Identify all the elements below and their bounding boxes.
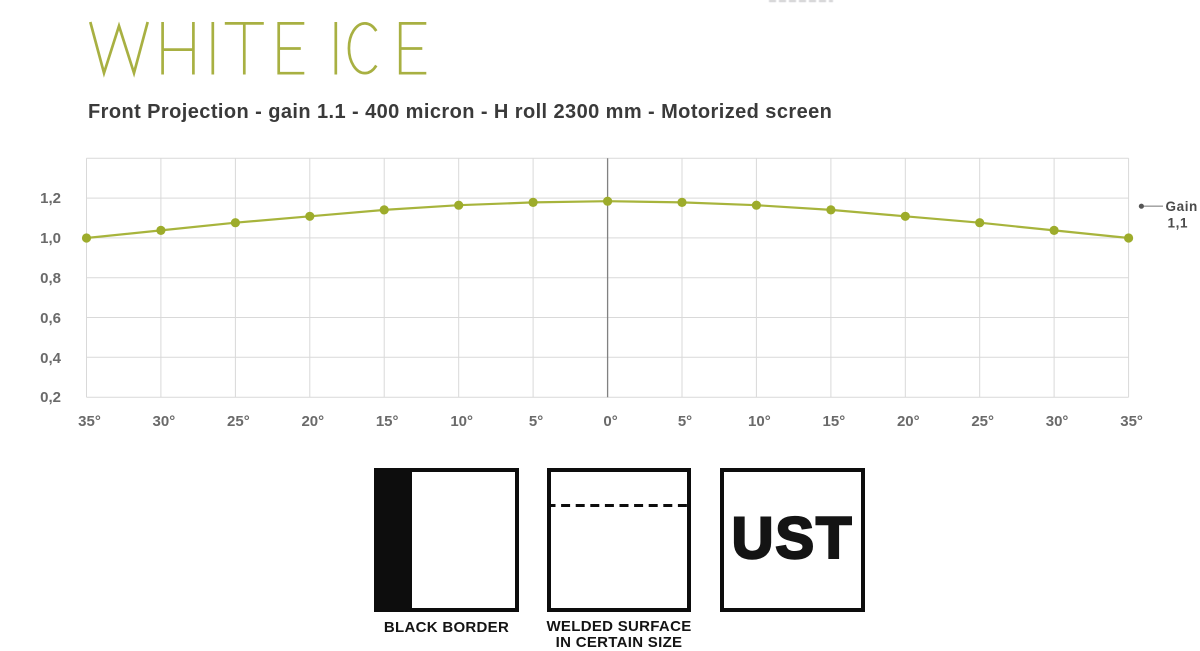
- svg-text:30°: 30°: [1046, 413, 1069, 430]
- svg-text:20°: 20°: [897, 413, 920, 430]
- svg-text:35°: 35°: [1120, 413, 1143, 430]
- svg-text:25°: 25°: [227, 413, 250, 430]
- svg-text:0,4: 0,4: [40, 350, 62, 367]
- svg-text:1,0: 1,0: [40, 230, 61, 247]
- svg-text:25°: 25°: [971, 413, 994, 430]
- svg-text:15°: 15°: [376, 413, 399, 430]
- svg-text:Gain: Gain: [1166, 199, 1198, 214]
- svg-text:0,6: 0,6: [40, 310, 61, 327]
- svg-text:10°: 10°: [748, 413, 771, 430]
- svg-text:0,2: 0,2: [40, 389, 61, 406]
- svg-text:30°: 30°: [153, 413, 176, 430]
- svg-text:15°: 15°: [823, 413, 846, 430]
- svg-text:20°: 20°: [301, 413, 324, 430]
- svg-text:0,8: 0,8: [40, 270, 61, 287]
- svg-text:0°: 0°: [603, 413, 617, 430]
- svg-text:5°: 5°: [678, 413, 692, 430]
- svg-text:5°: 5°: [529, 413, 543, 430]
- svg-text:35°: 35°: [78, 413, 101, 430]
- svg-text:1,1: 1,1: [1168, 215, 1189, 230]
- svg-text:1,2: 1,2: [40, 190, 61, 207]
- svg-text:10°: 10°: [450, 413, 473, 430]
